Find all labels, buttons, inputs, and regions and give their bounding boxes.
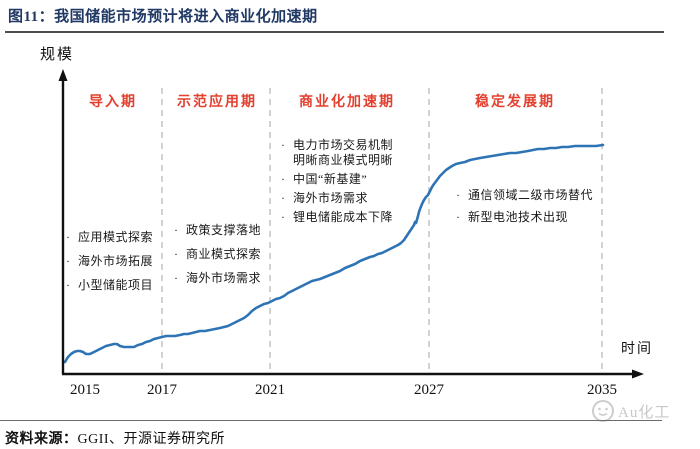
x-tick-2017: 2017 xyxy=(147,382,177,398)
source-text: GGII、开源证券研究所 xyxy=(77,432,226,447)
figure-title: 图11：我国储能市场预计将进入商业化加速期 xyxy=(8,9,318,25)
watermark: Au化工 xyxy=(591,399,670,423)
stage-label-demonstration: 示范应用期 xyxy=(177,95,257,110)
note-text: 锂电储能成本下降 xyxy=(293,210,394,224)
bullet-dot: · xyxy=(174,223,179,237)
note-item: · 锂电储能成本下降 xyxy=(281,210,405,225)
stage-boundary-lines xyxy=(161,88,603,373)
stage-label-introduction: 导入期 xyxy=(89,95,137,110)
bullet-dot: · xyxy=(66,278,71,292)
note-item: · 通信领域二级市场替代 xyxy=(456,188,593,202)
y-axis-label: 规模 xyxy=(40,47,75,63)
note-item: · 商业模式探索 xyxy=(174,248,261,261)
source-divider xyxy=(0,420,662,421)
watermark-logo-icon xyxy=(592,400,614,422)
note-text: 海外市场需求 xyxy=(186,271,262,285)
title-divider xyxy=(5,31,664,33)
note-text: 海外市场需求 xyxy=(293,191,369,205)
note-text: 小型储能项目 xyxy=(78,278,154,292)
note-text: 政策支撑落地 xyxy=(186,223,262,237)
bullet-dot: · xyxy=(66,230,71,244)
bullet-dot: · xyxy=(174,271,179,285)
x-tick-2021: 2021 xyxy=(255,382,285,398)
note-text: 海外市场拓展 xyxy=(78,254,154,268)
x-tick-2027: 2027 xyxy=(414,382,444,398)
note-item: · 政策支撑落地 xyxy=(174,224,261,237)
x-tick-2015: 2015 xyxy=(70,382,100,398)
stage-notes-commercialization: · 电力市场交易机制明晰商业模式明晰 · 中国“新基建” · 海外市场需求 · … xyxy=(281,138,405,229)
note-text: 商业模式探索 xyxy=(186,247,262,261)
bullet-dot: · xyxy=(456,210,461,224)
note-text: 中国“新基建” xyxy=(293,172,368,186)
note-item: · 中国“新基建” xyxy=(281,172,405,187)
bullet-dot: · xyxy=(281,138,286,152)
note-text: 通信领域二级市场替代 xyxy=(468,188,594,202)
stage-notes-introduction: · 应用模式探索 · 海外市场拓展 · 小型储能项目 xyxy=(66,231,153,303)
source-label: 资料来源： xyxy=(5,432,78,447)
watermark-text: Au化工 xyxy=(618,404,671,421)
note-item: · 海外市场拓展 xyxy=(66,255,153,268)
bullet-dot: · xyxy=(281,191,286,205)
y-axis-arrow-icon xyxy=(58,69,68,81)
source-line: 资料来源：GGII、开源证券研究所 xyxy=(5,428,225,448)
stage-label-stable-development: 稳定发展期 xyxy=(475,95,555,110)
x-axis-label: 时间 xyxy=(621,342,653,357)
stage-label-commercialization: 商业化加速期 xyxy=(299,95,395,110)
note-item: · 新型电池技术出现 xyxy=(456,210,593,224)
stage-notes-demonstration: · 政策支撑落地 · 商业模式探索 · 海外市场需求 xyxy=(174,224,261,296)
bullet-dot: · xyxy=(174,247,179,261)
bullet-dot: · xyxy=(281,172,286,186)
note-text: 新型电池技术出现 xyxy=(468,210,569,224)
bullet-dot: · xyxy=(281,210,286,224)
stage-notes-stable-development: · 通信领域二级市场替代 · 新型电池技术出现 xyxy=(456,188,593,232)
x-axis-arrow-icon xyxy=(632,369,644,379)
note-item: · 海外市场需求 xyxy=(174,272,261,285)
note-item: · 海外市场需求 xyxy=(281,191,405,206)
note-item: · 电力市场交易机制明晰商业模式明晰 xyxy=(281,138,405,168)
note-text: 电力市场交易机制明晰商业模式明晰 xyxy=(293,138,394,167)
note-item: · 应用模式探索 xyxy=(66,231,153,244)
note-item: · 小型储能项目 xyxy=(66,279,153,292)
bullet-dot: · xyxy=(66,254,71,268)
bullet-dot: · xyxy=(456,188,461,202)
x-tick-2035: 2035 xyxy=(587,382,617,398)
note-text: 应用模式探索 xyxy=(78,230,154,244)
s-curve-line xyxy=(63,143,605,364)
